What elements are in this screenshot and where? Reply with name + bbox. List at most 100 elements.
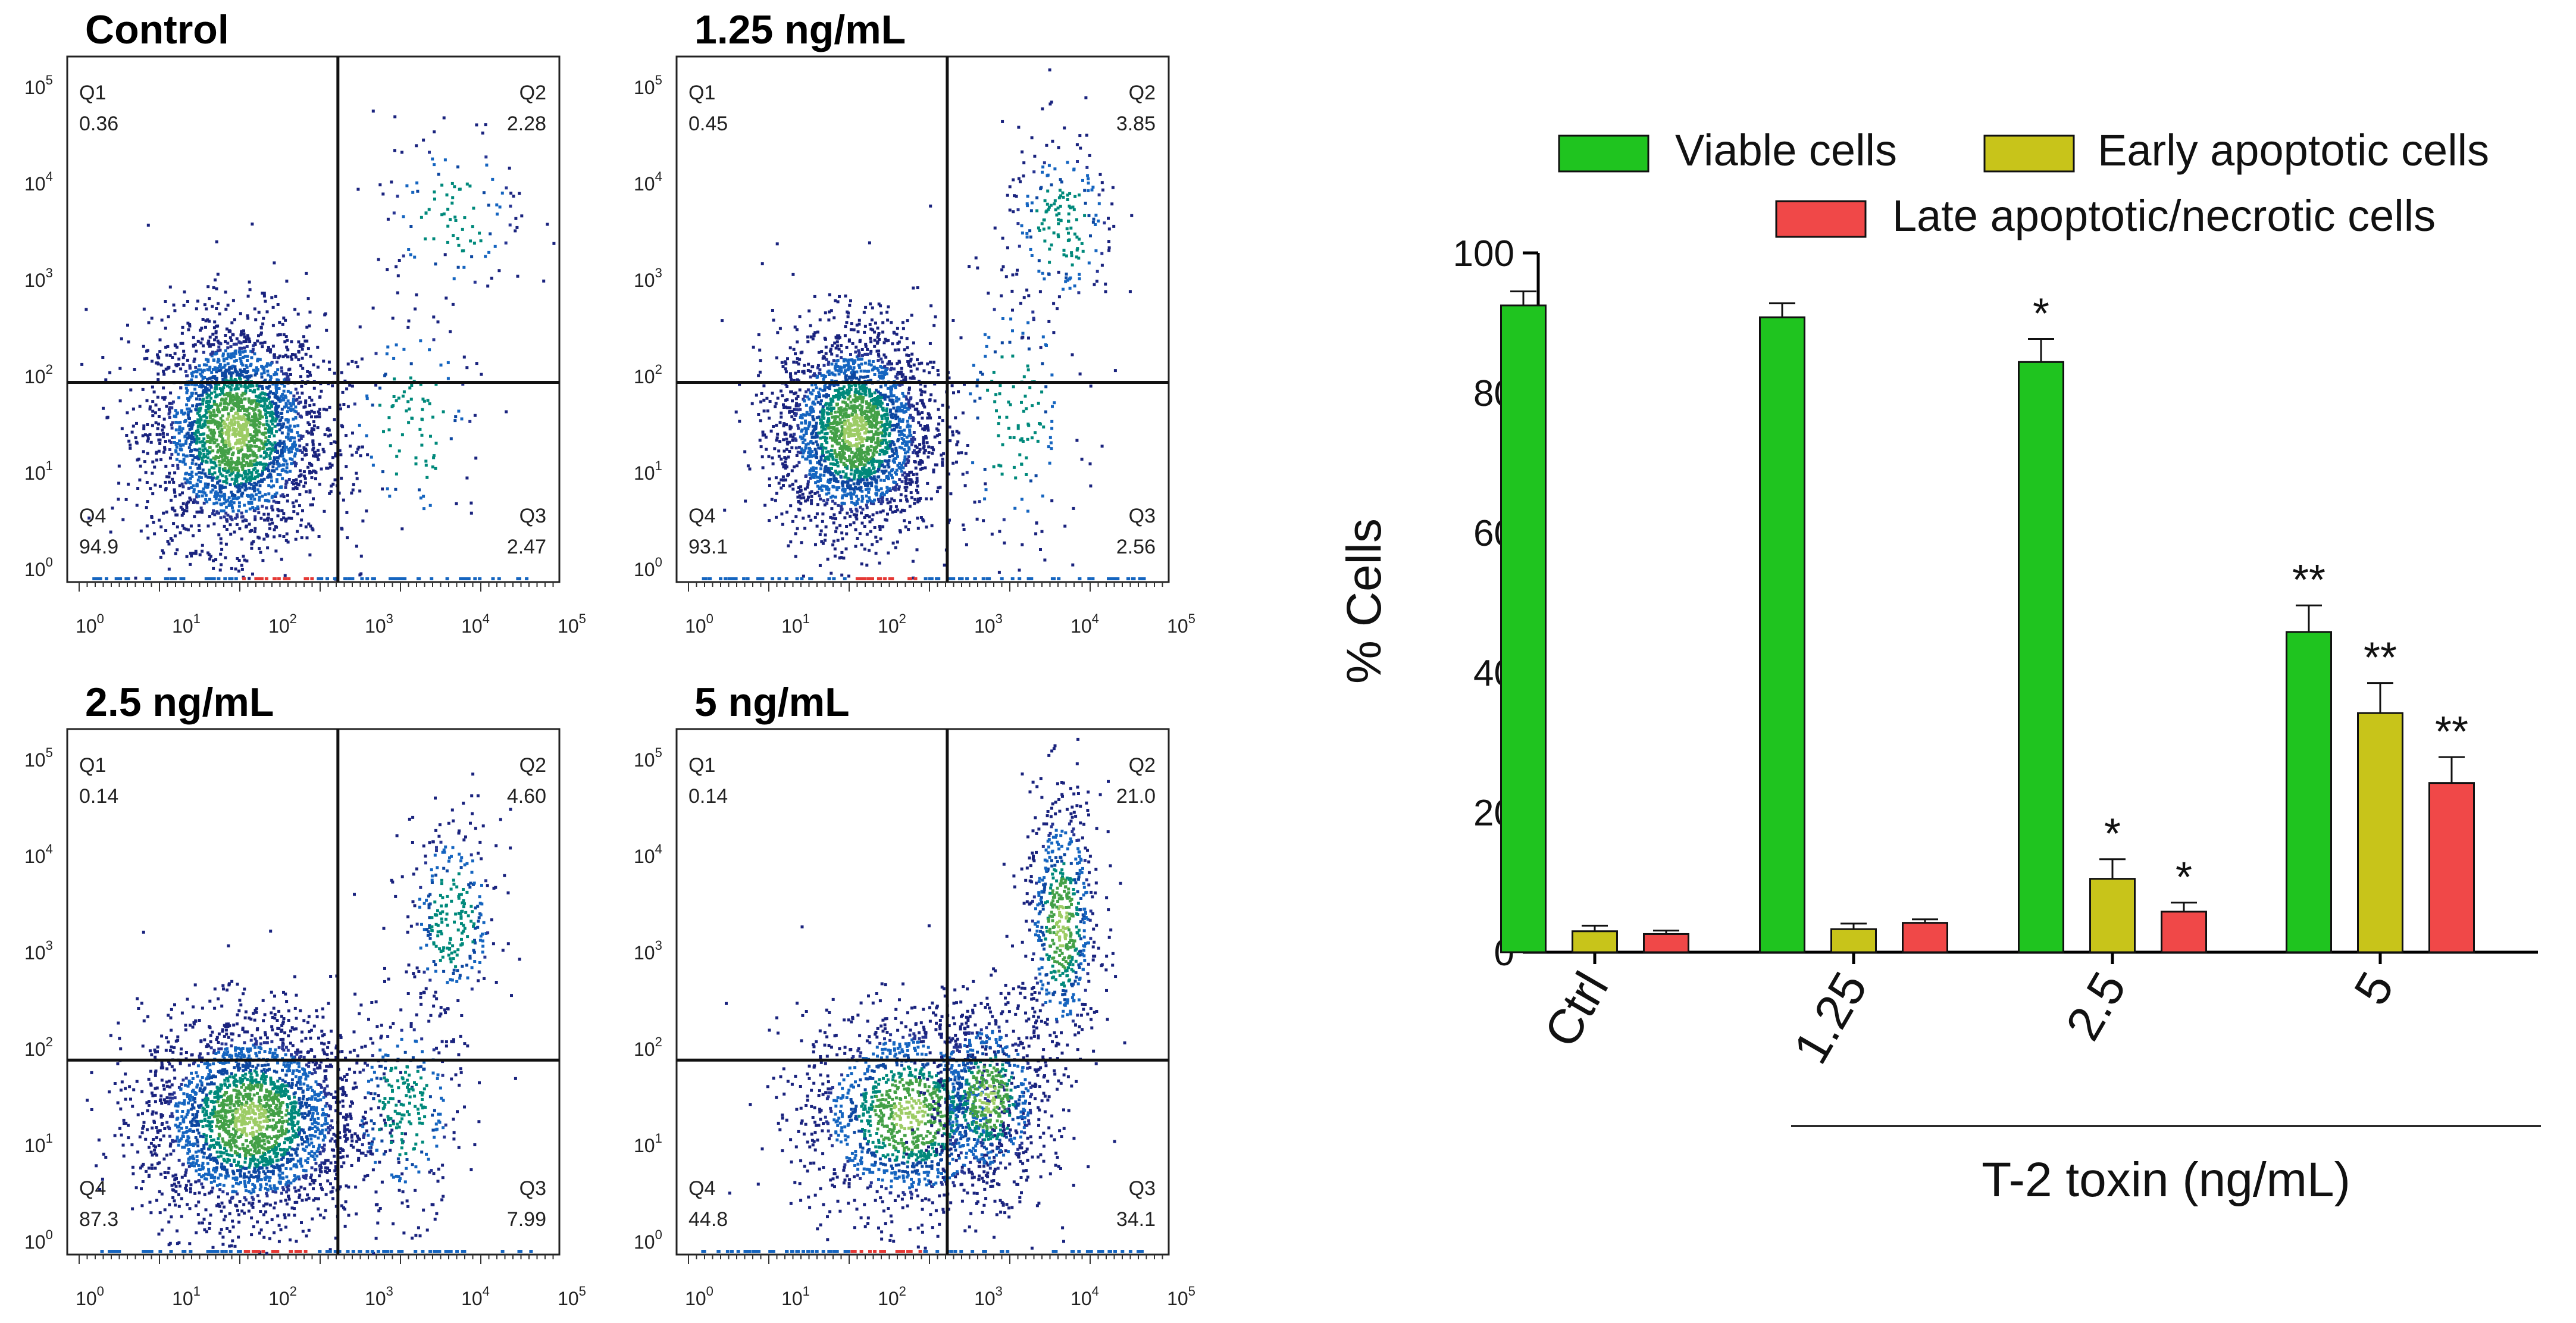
event-dot: [223, 365, 226, 369]
event-dot: [229, 533, 233, 536]
event-dot: [860, 416, 864, 420]
event-dot: [230, 469, 234, 473]
event-dot: [241, 351, 245, 354]
event-dot: [149, 440, 153, 444]
event-dot: [133, 368, 136, 371]
event-dot: [242, 356, 245, 359]
event-dot: [396, 291, 399, 295]
event-dot: [894, 384, 897, 387]
event-dot: [865, 514, 869, 517]
event-dot: [167, 542, 171, 546]
event-dot: [818, 476, 822, 479]
event-dot: [249, 444, 252, 448]
event-dot: [844, 415, 848, 419]
event-dot: [791, 273, 795, 276]
event-dot: [248, 412, 251, 415]
event-dot: [414, 462, 418, 465]
event-dot: [877, 468, 881, 471]
event-dot: [314, 415, 317, 418]
event-dot: [246, 431, 249, 434]
event-dot: [177, 357, 181, 361]
event-dot: [859, 358, 863, 361]
event-dot: [318, 395, 321, 399]
event-dot: [266, 349, 270, 352]
event-dot: [504, 241, 508, 245]
event-dot: [257, 409, 261, 412]
event-dot: [900, 431, 903, 435]
event-dot: [495, 203, 499, 207]
event-dot: [350, 359, 354, 363]
event-dot: [365, 394, 369, 398]
event-dot: [896, 383, 900, 386]
event-dot: [794, 391, 797, 395]
event-dot: [885, 498, 889, 501]
event-dot: [270, 431, 274, 435]
event-dot: [866, 370, 869, 373]
event-dot: [808, 413, 812, 417]
event-dot: [221, 437, 224, 440]
event-dot: [234, 434, 237, 438]
event-dot: [258, 484, 262, 487]
event-dot: [475, 362, 478, 365]
event-dot: [206, 342, 210, 345]
event-dot: [818, 487, 821, 490]
event-dot: [181, 512, 185, 515]
event-dot: [158, 408, 161, 411]
event-dot: [205, 461, 208, 464]
event-dot: [834, 415, 838, 418]
event-dot: [832, 415, 836, 419]
event-dot: [165, 354, 168, 357]
event-dot: [213, 471, 217, 475]
event-dot: [864, 345, 868, 348]
event-dot: [218, 470, 221, 473]
event-dot: [400, 577, 404, 580]
event-dot: [303, 339, 307, 343]
event-dot: [938, 441, 941, 445]
event-dot: [268, 406, 271, 410]
event-dot: [839, 393, 843, 396]
event-dot: [768, 400, 772, 403]
event-dot: [902, 395, 906, 398]
event-dot: [831, 407, 834, 411]
event-dot: [197, 510, 201, 514]
event-dot: [254, 405, 258, 409]
event-dot: [826, 498, 830, 502]
event-dot: [803, 399, 806, 402]
event-dot: [831, 499, 834, 503]
event-dot: [891, 401, 895, 405]
event-dot: [274, 446, 277, 449]
event-dot: [248, 288, 252, 292]
event-dot: [415, 293, 418, 296]
event-dot: [179, 386, 183, 390]
event-dot: [206, 318, 209, 321]
event-dot: [190, 461, 194, 465]
event-dot: [207, 394, 210, 398]
event-dot: [251, 451, 255, 454]
event-dot: [286, 375, 290, 378]
event-dot: [289, 429, 293, 432]
event-dot: [190, 436, 193, 440]
event-dot: [265, 442, 269, 446]
event-dot: [354, 361, 358, 364]
event-dot: [902, 461, 905, 465]
event-dot: [432, 454, 436, 458]
event-dot: [264, 409, 268, 413]
event-dot: [328, 462, 331, 465]
event-dot: [240, 429, 244, 433]
event-dot: [258, 498, 261, 502]
event-dot: [179, 444, 183, 448]
event-dot: [211, 375, 215, 379]
event-dot: [858, 366, 862, 370]
x-tick-label: 101: [172, 611, 201, 637]
event-dot: [849, 353, 852, 356]
event-dot: [201, 509, 204, 512]
event-dot: [154, 421, 158, 424]
event-dot: [921, 427, 925, 431]
event-dot: [893, 457, 896, 461]
event-dot: [277, 387, 281, 390]
event-dot: [895, 468, 899, 472]
event-dot: [308, 553, 312, 556]
event-dot: [237, 570, 240, 573]
event-dot: [258, 417, 262, 420]
flow-panel: ControlQ10.36Q22.28Q32.47Q494.9100100101…: [24, 7, 586, 637]
